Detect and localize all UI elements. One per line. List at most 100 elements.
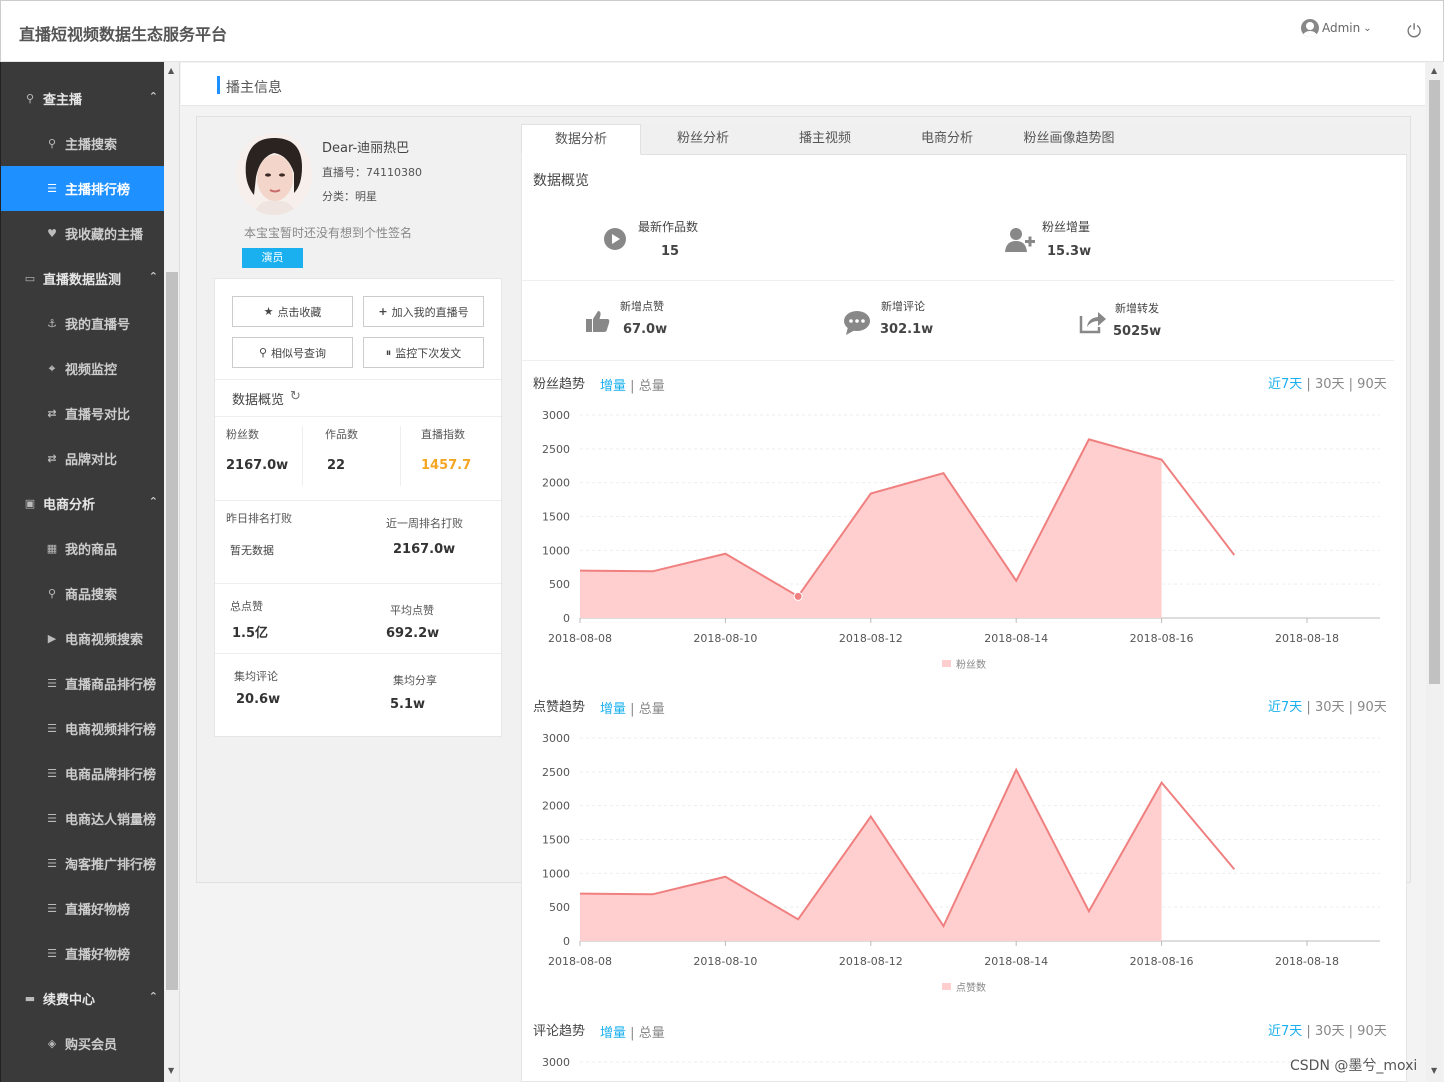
likes-increment-toggle[interactable]: 增量 xyxy=(600,702,627,717)
tab-anchor-videos[interactable]: 播主视频 xyxy=(798,131,851,146)
y-tick-label: 3000 xyxy=(542,732,570,745)
sidebar-item-18[interactable]: ☰ 直播好物榜 xyxy=(1,886,164,931)
y-tick-label: 2500 xyxy=(542,443,570,456)
sidebar-item-10[interactable]: ▦ 我的商品 xyxy=(1,526,164,571)
scroll-down-arrow-icon[interactable]: ▼ xyxy=(168,1066,175,1075)
sidebar-item-3[interactable]: ♥ 我收藏的主播 xyxy=(1,211,164,256)
sidebar-item-16[interactable]: ☰ 电商达人销量榜 xyxy=(1,796,164,841)
range-30d[interactable]: 30天 xyxy=(1314,377,1345,392)
separator: | xyxy=(1348,700,1354,715)
series-area xyxy=(580,439,1162,618)
y-tick-label: 1500 xyxy=(542,834,570,847)
x-tick-label: 2018-08-10 xyxy=(693,632,757,645)
likes-trend-chart: 0 500 1000 1500 2000 2500 3000 2018-08-08 2018-0… xyxy=(542,732,1380,994)
sidebar-group-20[interactable]: ▬ 续费中心 ⌃ xyxy=(1,976,164,1021)
sidebar-item-5[interactable]: ⚓ 我的直播号 xyxy=(1,301,164,346)
x-tick-label: 2018-08-08 xyxy=(548,955,612,968)
favorite-button-label: 点击收藏 xyxy=(277,305,322,319)
sidebar-item-2[interactable]: ☰ 主播排行榜 xyxy=(1,166,164,211)
similar-button-label: 相似号查询 xyxy=(271,346,327,360)
y-tick-label: 500 xyxy=(549,901,570,914)
sidebar-item-label: 直播号对比 xyxy=(65,408,131,423)
sidebar-item-19[interactable]: ☰ 直播好物榜 xyxy=(1,931,164,976)
works-value: 22 xyxy=(327,458,346,473)
new-shares-label: 新增转发 xyxy=(1115,302,1159,315)
range-7d[interactable]: 近7天 xyxy=(1268,377,1303,392)
power-icon[interactable]: ⏻ xyxy=(1407,21,1422,42)
similar-search-button[interactable]: ⚲ 相似号查询 xyxy=(232,337,353,368)
tab-fans-analysis[interactable]: 粉丝分析 xyxy=(676,131,729,146)
likes-total-toggle[interactable]: 总量 xyxy=(638,702,665,717)
sidebar-scrollbar[interactable]: ▲ ▼ xyxy=(164,62,180,1082)
range-30d[interactable]: 30天 xyxy=(1314,1024,1345,1039)
chevron-up-icon[interactable]: ⌃ xyxy=(148,90,158,103)
new-works-value: 15 xyxy=(661,244,680,259)
sidebar-item-label: 视频监控 xyxy=(65,363,118,378)
tab-fans-portrait-trend[interactable]: 粉丝画像趋势图 xyxy=(1023,131,1115,146)
sidebar-item-12[interactable]: ▶ 电商视频搜索 xyxy=(1,616,164,661)
main-scrollbar[interactable]: ▲ ▼ xyxy=(1426,62,1443,1082)
y-tick-label: 2000 xyxy=(542,477,570,490)
x-tick-label: 2018-08-14 xyxy=(984,955,1048,968)
main-scroll-thumb[interactable] xyxy=(1429,80,1440,684)
chevron-down-icon: ⌄ xyxy=(1363,22,1372,34)
user-menu[interactable]: Admin ⌄ xyxy=(1301,19,1372,37)
sidebar-item-6[interactable]: ⌖ 视频监控 xyxy=(1,346,164,391)
sidebar-group-0[interactable]: ⚲ 查主播 ⌃ xyxy=(1,76,164,121)
anchor-category: 分类：明星 xyxy=(322,190,377,203)
yesterday-rank-label: 昨日排名打败 xyxy=(226,512,292,525)
monitor-next-post-button[interactable]: ⏸ 监控下次发文 xyxy=(363,337,484,368)
tab-ecommerce-analysis[interactable]: 电商分析 xyxy=(920,131,973,146)
sidebar-item-label: 续费中心 xyxy=(43,993,96,1008)
pause-circle-icon: ⏸ xyxy=(385,345,392,359)
sidebar-item-14[interactable]: ☰ 电商视频排行榜 xyxy=(1,706,164,751)
app-title: 直播短视频数据生态服务平台 xyxy=(19,25,228,44)
scroll-down-arrow-icon[interactable]: ▼ xyxy=(1431,1066,1438,1075)
range-30d[interactable]: 30天 xyxy=(1314,700,1345,715)
sidebar-item-8[interactable]: ⇄ 品牌对比 xyxy=(1,436,164,481)
chevron-up-icon[interactable]: ⌃ xyxy=(148,495,158,508)
favorite-button[interactable]: ★ 点击收藏 xyxy=(232,296,353,327)
comments-total-toggle[interactable]: 总量 xyxy=(638,1026,665,1041)
range-90d[interactable]: 90天 xyxy=(1357,700,1387,715)
divider xyxy=(302,426,303,486)
fans-total-toggle[interactable]: 总量 xyxy=(638,379,665,394)
scroll-up-arrow-icon[interactable]: ▲ xyxy=(1431,66,1438,75)
sidebar-item-11[interactable]: ⚲ 商品搜索 xyxy=(1,571,164,616)
chevron-up-icon[interactable]: ⌃ xyxy=(148,270,158,283)
fans-increment-toggle[interactable]: 增量 xyxy=(600,379,627,394)
fans-value: 2167.0w xyxy=(226,458,289,473)
separator: | xyxy=(1306,1024,1311,1039)
sidebar-item-1[interactable]: ⚲ 主播搜索 xyxy=(1,121,164,166)
add-to-my-accounts-button[interactable]: + 加入我的直播号 xyxy=(363,296,484,327)
range-90d[interactable]: 90天 xyxy=(1357,377,1387,392)
sidebar-group-9[interactable]: ▣ 电商分析 ⌃ xyxy=(1,481,164,526)
range-7d[interactable]: 近7天 xyxy=(1268,700,1303,715)
thumbs-up-icon xyxy=(585,308,611,340)
sidebar-group-4[interactable]: ▭ 直播数据监测 ⌃ xyxy=(1,256,164,301)
sidebar-item-13[interactable]: ☰ 直播商品排行榜 xyxy=(1,661,164,706)
index-label: 直播指数 xyxy=(421,428,465,441)
anchor-tag-badge: 演员 xyxy=(242,248,303,268)
sidebar-item-15[interactable]: ☰ 电商品牌排行榜 xyxy=(1,751,164,796)
overview-title: 数据概览 xyxy=(232,393,285,408)
refresh-icon[interactable]: ↻ xyxy=(290,389,301,404)
sidebar-item-label: 淘客推广排行榜 xyxy=(65,858,157,873)
y-tick-label: 500 xyxy=(549,578,570,591)
x-tick-label: 2018-08-12 xyxy=(839,955,903,968)
range-90d[interactable]: 90天 xyxy=(1357,1024,1387,1039)
sidebar-item-label: 主播排行榜 xyxy=(65,183,131,198)
x-tick-label: 2018-08-08 xyxy=(548,632,612,645)
scroll-up-arrow-icon[interactable]: ▲ xyxy=(168,66,175,75)
comments-increment-toggle[interactable]: 增量 xyxy=(600,1026,627,1041)
tab-data-analysis[interactable]: 数据分析 xyxy=(521,124,641,155)
sidebar-scroll-thumb[interactable] xyxy=(166,272,178,990)
sidebar-item-17[interactable]: ☰ 淘客推广排行榜 xyxy=(1,841,164,886)
series-area xyxy=(580,769,1162,941)
sidebar-item-7[interactable]: ⇄ 直播号对比 xyxy=(1,391,164,436)
range-7d[interactable]: 近7天 xyxy=(1268,1024,1303,1039)
fans-trend-chart: 0 500 1000 1500 2000 2500 3000 2018-08-08 2018-0… xyxy=(542,409,1380,671)
play-circle-icon: ▶ xyxy=(47,632,57,645)
sidebar-item-21[interactable]: ◈ 购买会员 xyxy=(1,1021,164,1066)
chevron-up-icon[interactable]: ⌃ xyxy=(148,990,158,1003)
